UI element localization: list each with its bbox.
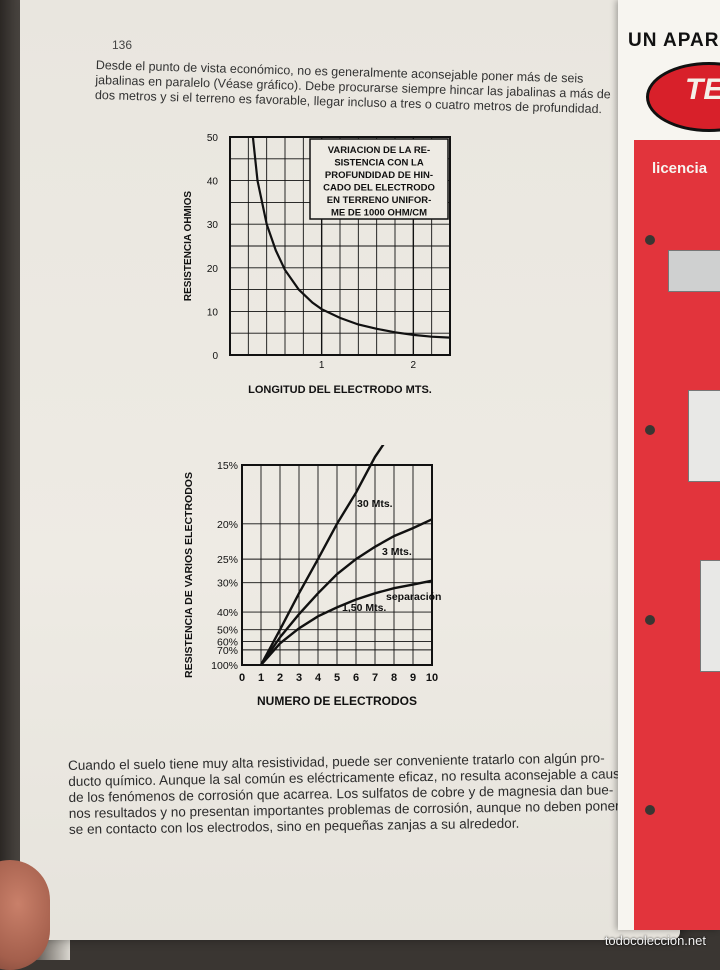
- x-tick-label: 3: [296, 672, 302, 684]
- advert-product-image: [688, 390, 720, 482]
- x-tick-label: 5: [334, 672, 340, 684]
- x-tick-label: 8: [391, 672, 397, 684]
- advert-product-image: [700, 560, 720, 672]
- x-tick-label: 6: [353, 672, 359, 684]
- x-tick-label: 1: [319, 360, 325, 371]
- advert-band-text: licencia: [652, 160, 708, 177]
- x-axis-label: NUMERO DE ELECTRODOS: [257, 694, 417, 708]
- chart-title-line: SISTENCIA CON LA: [334, 158, 424, 169]
- series-annotation: 30 Mts.: [357, 498, 393, 510]
- series-line: [251, 136, 451, 339]
- series-annotation: separación: [386, 591, 441, 603]
- series-line: [260, 518, 433, 666]
- advert-product-image: [668, 250, 720, 292]
- binding-hole: [645, 425, 655, 435]
- y-tick-label: 70%: [217, 645, 238, 657]
- y-tick-label: 30: [207, 220, 219, 231]
- series-line: [259, 445, 385, 666]
- binding-hole: [645, 805, 655, 815]
- watermark: todocoleccion.net: [604, 933, 706, 948]
- series-annotation: 3 Mts.: [382, 546, 412, 558]
- series-line: [260, 579, 433, 666]
- chart-title-line: ME DE 1000 OHM/CM: [331, 208, 427, 219]
- advert-page: UN APAR TEM licencia: [618, 0, 720, 930]
- advert-logo: TEM: [646, 62, 720, 132]
- x-tick-label: 0: [239, 672, 245, 684]
- chart-title-line: CADO DEL ELECTRODO: [323, 183, 435, 194]
- y-axis-label: RESISTENCIA OHMIOS: [183, 191, 194, 302]
- advert-title: UN APAR: [628, 30, 720, 51]
- chart-title-line: EN TERRENO UNIFOR-: [327, 195, 432, 206]
- x-tick-label: 7: [372, 672, 378, 684]
- multi-electrode-resistance-chart: 100% 70%60%50% 40% 30% 25% 20% 15% 0 1 2 3 4 5 6 7 8 9 10…: [183, 445, 441, 708]
- page-number: 136: [112, 38, 133, 52]
- binding-hole: [645, 615, 655, 625]
- x-tick-label: 10: [426, 672, 438, 684]
- y-tick-label: 10: [207, 307, 219, 318]
- y-tick-label: 30%: [217, 578, 238, 590]
- y-tick-label: 0: [212, 351, 218, 362]
- resistance-vs-length-chart: 0 10 20 30 40 50 1 2 VARIACION DE LA RE- SISTENCI…: [183, 133, 451, 396]
- y-tick-label: 50%: [217, 625, 238, 637]
- x-axis-label: LONGITUD DEL ELECTRODO MTS.: [248, 384, 432, 396]
- x-tick-label: 1: [258, 672, 264, 684]
- y-tick-label: 15%: [217, 460, 238, 472]
- series-annotation: 1,50 Mts.: [342, 602, 386, 614]
- plot-frame: [241, 464, 433, 666]
- y-tick-label: 100%: [211, 660, 238, 672]
- binding-hole: [645, 235, 655, 245]
- x-tick-label: 4: [315, 672, 322, 684]
- intro-paragraph: Desde el punto de vista económico, no es…: [95, 58, 636, 118]
- y-tick-label: 50: [207, 133, 219, 144]
- chart-title-line: VARIACION DE LA RE-: [328, 145, 430, 156]
- y-tick-label: 20%: [217, 519, 238, 531]
- x-tick-label: 9: [410, 672, 416, 684]
- advert-logo-text: TEM: [685, 73, 720, 106]
- x-tick-label: 2: [277, 672, 283, 684]
- y-axis-label: RESISTENCIA DE VARIOS ELECTRODOS: [183, 472, 195, 678]
- soil-treatment-paragraph: Cuando el suelo tiene muy alta resistivi…: [68, 750, 669, 838]
- photographer-thumb: [0, 860, 50, 970]
- y-tick-label: 40%: [217, 607, 238, 619]
- y-tick-label: 40: [207, 177, 219, 188]
- plot-frame: [229, 136, 451, 356]
- y-tick-label: 20: [207, 264, 219, 275]
- y-tick-label: 60%: [217, 636, 238, 648]
- x-tick-label: 2: [411, 360, 417, 371]
- chart-title-line: PROFUNDIDAD DE HIN-: [325, 170, 433, 181]
- title-box: [309, 138, 449, 220]
- y-tick-label: 25%: [217, 554, 238, 566]
